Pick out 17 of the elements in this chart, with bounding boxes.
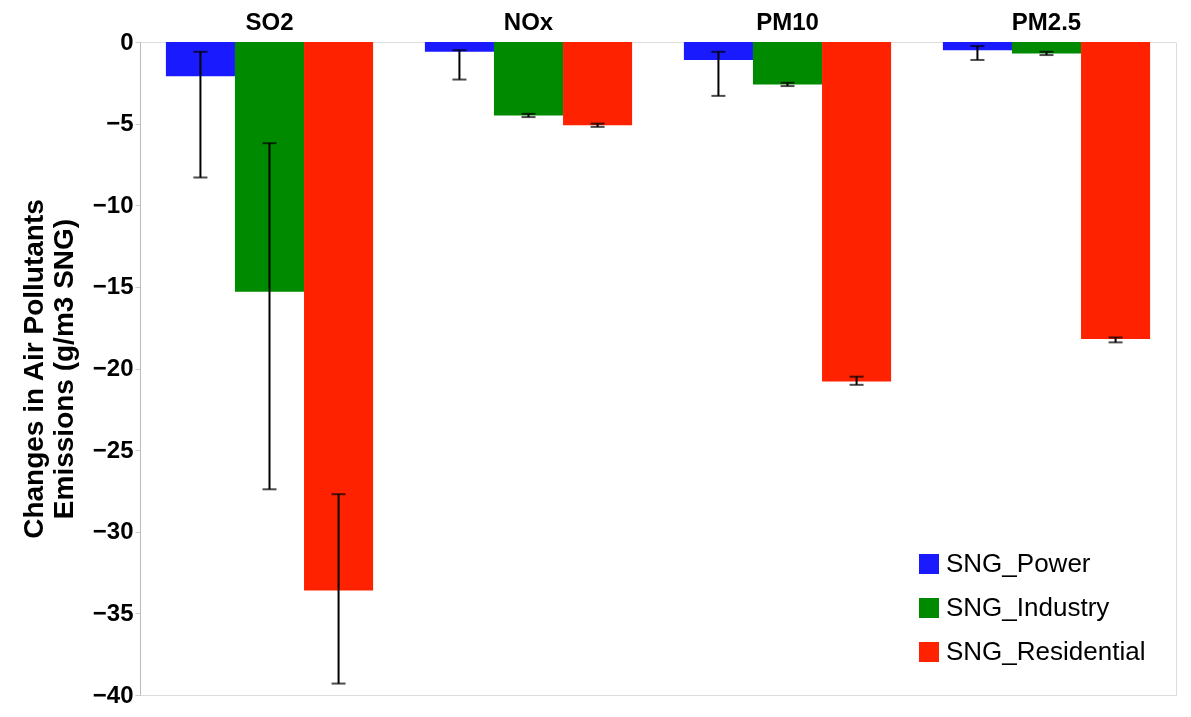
x-tick-label: PM2.5: [1011, 7, 1082, 35]
y-tick-label: −10: [92, 190, 134, 218]
y-tick-label: −35: [92, 598, 134, 626]
x-tick-label: PM10: [756, 7, 819, 35]
y-tick-label: −40: [92, 680, 134, 708]
y-tick-label: −15: [92, 272, 134, 300]
legend-label: SNG_Industry: [946, 592, 1110, 622]
y-axis-title: Changes in Air Pollutants Emissions (g/m3 SNG): [17, 199, 79, 539]
x-tick-label: SO2: [245, 7, 294, 35]
y-tick-label: −30: [92, 517, 134, 545]
y-tick-label: 0: [120, 27, 134, 55]
legend-label: SNG_Residential: [946, 636, 1146, 666]
y-tick-label: −5: [106, 109, 134, 137]
y-tick-label: −20: [92, 354, 134, 381]
y-tick-label: −25: [92, 435, 134, 463]
legend-label: SNG_Power: [946, 548, 1091, 578]
x-tick-label: NOx: [503, 7, 554, 35]
